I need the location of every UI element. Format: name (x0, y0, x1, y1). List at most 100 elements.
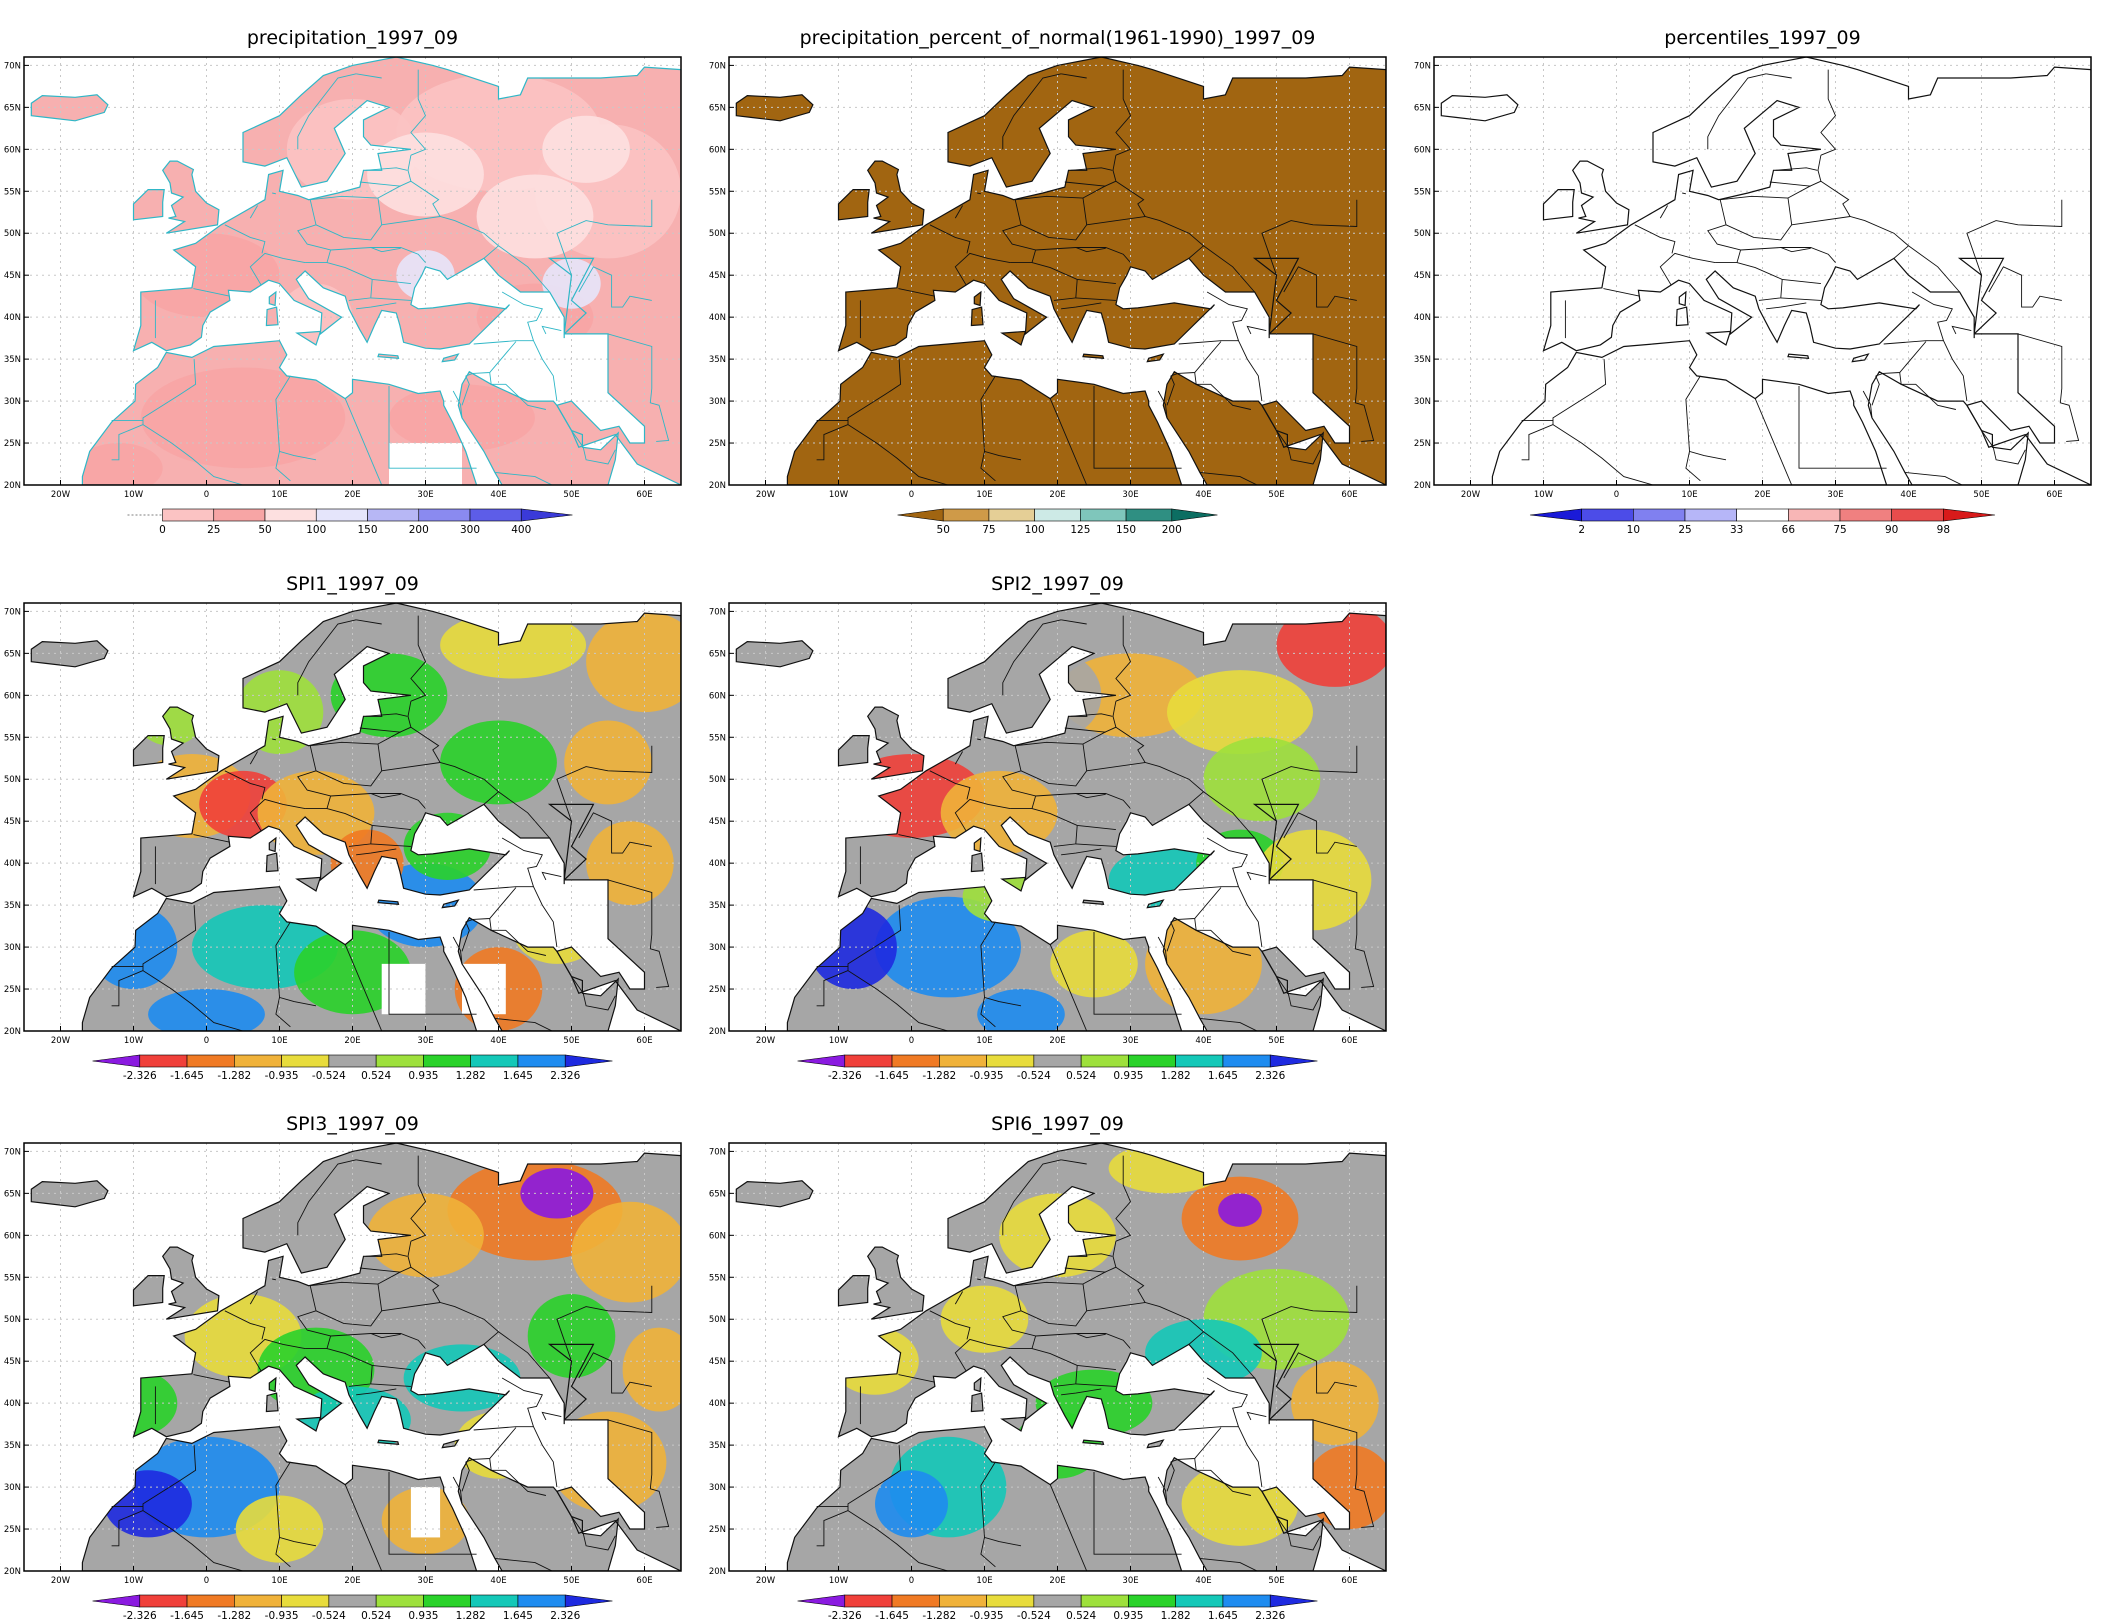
country-border (1170, 341, 1222, 377)
lon-tick-label: 50E (1268, 1036, 1284, 1046)
lon-tick-label: 10W (829, 490, 849, 500)
country-border (465, 341, 517, 377)
country-border (1552, 424, 1654, 485)
country-border (571, 430, 616, 465)
legend-label: 2.326 (1255, 1610, 1285, 1620)
legend-label: 0.524 (361, 1610, 391, 1620)
country-border (111, 424, 144, 461)
country-border (847, 359, 902, 425)
country-border (1766, 73, 1792, 79)
country-border (489, 1458, 547, 1496)
panel-title: SPI1_1997_09 (286, 573, 419, 595)
lat-tick-label: 50N (4, 1315, 21, 1325)
country-border (344, 398, 383, 485)
lon-tick-label: 50E (1268, 1576, 1284, 1586)
legend-arrow-right (1943, 508, 1996, 522)
legend-swatch (375, 1594, 424, 1608)
legend-label: 75 (982, 524, 995, 536)
coastline (970, 306, 984, 327)
coastline (970, 1392, 984, 1413)
coastline (441, 899, 460, 909)
country-border (1082, 1241, 1117, 1285)
country-border (1166, 921, 1175, 952)
lon-tick-label: 20W (51, 1576, 71, 1586)
legend-swatch (1736, 508, 1789, 522)
legend-label: 200 (409, 524, 429, 536)
lon-tick-label: 20E (344, 1576, 360, 1586)
country-border (494, 1017, 554, 1031)
country-border (1157, 1476, 1168, 1504)
coastline (457, 916, 619, 1031)
lon-tick-label: 0 (1614, 490, 1619, 500)
lon-tick-label: 10E (976, 490, 992, 500)
country-border (494, 1557, 554, 1571)
legend-label: 0.935 (408, 1610, 438, 1620)
panel-spi6: SPI6_1997_09 20N 25N 30N 35N 40N 45N 50N 55N 60N 6… (709, 1113, 1387, 1620)
country-border (1798, 386, 1887, 469)
country-border (1064, 727, 1106, 733)
country-border (1988, 266, 2062, 308)
legend-label: 1.282 (456, 1610, 486, 1620)
coastline (837, 1275, 870, 1307)
country-border (847, 970, 949, 1031)
lat-tick-label: 30N (1414, 397, 1431, 407)
lon-tick-label: 50E (1268, 490, 1284, 500)
field-patch (564, 720, 652, 805)
coastline (295, 330, 322, 346)
country-border (578, 266, 652, 308)
country-border (370, 247, 426, 263)
country-border (377, 1241, 412, 1285)
country-border (193, 288, 230, 297)
lat-tick-label: 55N (4, 1273, 21, 1283)
country-border (1166, 1461, 1175, 1492)
lon-tick-label: 0 (909, 490, 914, 500)
country-border (1075, 247, 1131, 263)
legend-label: 150 (357, 524, 377, 536)
country-border (1070, 713, 1113, 717)
legend-swatch (1222, 1054, 1271, 1068)
legend-label: 25 (207, 524, 220, 536)
country-border (326, 1348, 411, 1371)
legend-label: 98 (1937, 524, 1950, 536)
legend-label: 1.645 (503, 1070, 533, 1082)
legend-label: 0.935 (408, 1070, 438, 1082)
country-border (1035, 1333, 1106, 1339)
country-border (1283, 812, 1357, 854)
coastline (837, 735, 870, 767)
field-patch (140, 367, 346, 469)
country-border (1075, 843, 1116, 847)
lat-tick-label: 40N (709, 313, 726, 323)
map-area (729, 603, 1386, 1031)
lat-tick-label: 35N (709, 901, 726, 911)
lat-tick-label: 45N (4, 817, 21, 827)
lat-tick-label: 35N (4, 1441, 21, 1451)
lat-tick-label: 60N (709, 691, 726, 701)
lon-tick-label: 30E (417, 490, 433, 500)
legend-swatch (328, 1054, 377, 1068)
lat-tick-label: 60N (4, 1231, 21, 1241)
lon-tick-label: 20E (1754, 490, 1770, 500)
legend-swatch (423, 1054, 471, 1068)
color-legend: -2.326 -1.645 -1.282 -0.935 -0.524 0.524 0.935… (92, 1594, 613, 1620)
country-border (359, 181, 401, 187)
lon-tick-label: 50E (563, 1036, 579, 1046)
legend-swatch (186, 1594, 235, 1608)
legend-swatch (1033, 1054, 1082, 1068)
country-border (410, 180, 441, 217)
lat-tick-label: 45N (4, 271, 21, 281)
lon-tick-label: 40E (490, 490, 506, 500)
field-patch (940, 1285, 1029, 1353)
country-border (410, 615, 427, 702)
country-border (1015, 741, 1088, 787)
legend-swatch (1788, 508, 1841, 522)
lat-tick-label: 70N (709, 61, 726, 71)
country-border (370, 843, 411, 847)
country-border (356, 302, 397, 310)
lat-tick-label: 40N (4, 1399, 21, 1409)
lon-tick-label: 50E (563, 1576, 579, 1586)
coastline (265, 306, 279, 327)
lon-tick-label: 30E (1122, 1036, 1138, 1046)
country-border (1682, 192, 1686, 195)
lon-tick-label: 30E (1122, 490, 1138, 500)
legend-swatch (418, 508, 471, 522)
